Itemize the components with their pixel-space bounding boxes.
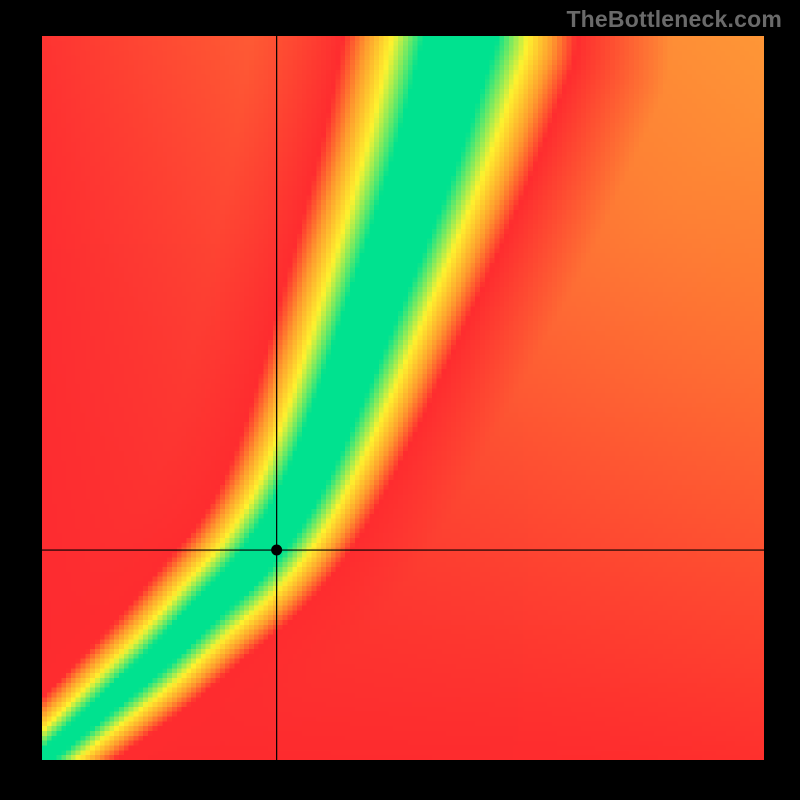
bottleneck-heatmap: [42, 36, 764, 760]
watermark-text: TheBottleneck.com: [566, 6, 782, 33]
chart-container: TheBottleneck.com: [0, 0, 800, 800]
